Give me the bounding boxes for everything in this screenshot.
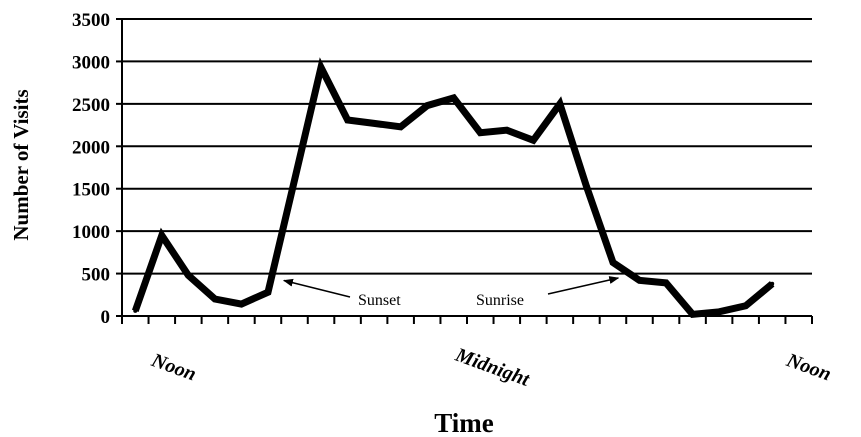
- data-point: [664, 280, 669, 285]
- data-point: [186, 273, 191, 278]
- y-tick-label: 2000: [72, 137, 110, 158]
- data-point: [319, 65, 324, 70]
- x-category-label: Noon: [783, 349, 834, 386]
- annotation-arrow: [282, 278, 351, 298]
- annotation-label: Sunset: [358, 292, 401, 309]
- data-point: [372, 121, 377, 126]
- y-tick-label: 3500: [72, 10, 110, 31]
- series-layer: [131, 57, 775, 318]
- annotation-background: [354, 289, 422, 311]
- y-tick-label: 3000: [72, 52, 110, 73]
- data-point: [770, 281, 775, 286]
- annotation-arrow: [547, 276, 620, 295]
- annotation-background: [472, 289, 540, 311]
- data-point: [478, 130, 483, 135]
- y-tick-label: 1000: [72, 222, 110, 243]
- data-point: [345, 117, 350, 122]
- data-point: [504, 128, 509, 133]
- x-ticks: [121, 316, 813, 324]
- data-point: [743, 303, 748, 308]
- axes: [116, 18, 812, 317]
- y-tick-label: 1500: [72, 180, 110, 201]
- data-point: [239, 302, 244, 307]
- data-point: [717, 309, 722, 314]
- data-point: [425, 103, 430, 108]
- y-axis-title: Number of Visits: [9, 89, 33, 240]
- data-point: [133, 308, 138, 313]
- x-category-label: Noon: [148, 349, 199, 386]
- data-point: [637, 278, 642, 283]
- data-point: [292, 178, 297, 183]
- data-point: [265, 290, 270, 295]
- data-point: [212, 297, 217, 302]
- x-category-label: Midnight: [452, 344, 534, 392]
- data-point: [690, 312, 695, 317]
- y-tick-label: 0: [101, 307, 111, 328]
- grid-lines: [122, 18, 812, 275]
- x-axis-title: Time: [434, 408, 494, 437]
- y-tick-label: 500: [82, 265, 111, 286]
- data-point: [557, 101, 562, 106]
- data-point: [398, 124, 403, 129]
- data-point: [451, 95, 456, 100]
- y-tick-labels: 0 500 1000 1500 2000 2500 3000 3500: [72, 10, 110, 328]
- data-point: [610, 260, 615, 265]
- data-point: [531, 138, 536, 143]
- data-point: [159, 233, 164, 238]
- data-point: [584, 184, 589, 189]
- annotations: Sunset Sunrise: [282, 276, 620, 311]
- x-category-labels: Noon Midnight Noon: [148, 344, 834, 392]
- y-tick-label: 2500: [72, 95, 110, 116]
- annotation-label: Sunrise: [476, 292, 524, 309]
